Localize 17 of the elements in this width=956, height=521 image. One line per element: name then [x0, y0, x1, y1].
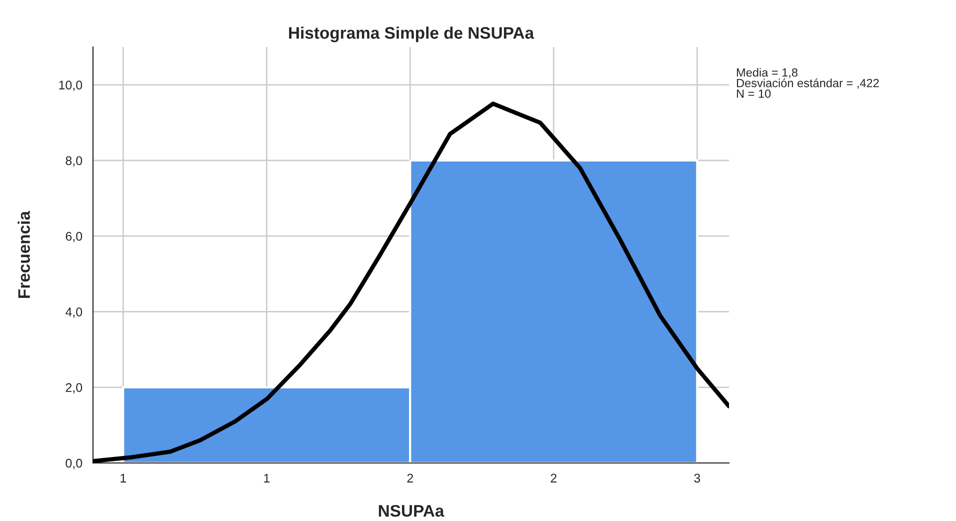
x-tick-label: 3	[694, 474, 700, 483]
chart-title: Histograma Simple de NSUPAa	[289, 26, 534, 42]
text: Media = 1,8	[736, 68, 798, 78]
text: N = 10	[736, 89, 771, 98]
y-tick-label: 6,0	[66, 232, 82, 242]
y-axis-title: Frecuencia	[18, 210, 30, 298]
x-axis-title: NSUPAa	[378, 504, 444, 517]
y-tick-label: 0,0	[66, 458, 82, 470]
x-tick-label: 1	[264, 474, 270, 482]
y-tick-label: 2,0	[66, 383, 82, 394]
x-tick-label: 1	[120, 474, 126, 482]
x-tick-label: 2	[407, 474, 413, 482]
y-tick-label: 10,0	[59, 80, 82, 91]
x-tick-label: 2	[550, 474, 556, 482]
text: Desviación estándar = ,422	[736, 78, 879, 89]
y-tick-label: 8,0	[66, 156, 82, 167]
y-tick-label: 4,0	[65, 308, 82, 318]
